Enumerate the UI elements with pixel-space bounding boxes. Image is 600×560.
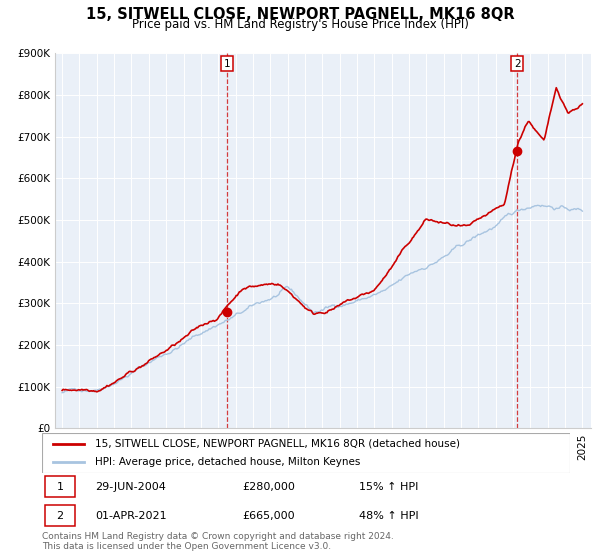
Text: 2: 2 [56,511,64,521]
Text: 15% ↑ HPI: 15% ↑ HPI [359,482,418,492]
Text: 1: 1 [56,482,64,492]
Text: £665,000: £665,000 [242,511,295,521]
Text: HPI: Average price, detached house, Milton Keynes: HPI: Average price, detached house, Milt… [95,458,360,467]
Text: £280,000: £280,000 [242,482,296,492]
Text: Contains HM Land Registry data © Crown copyright and database right 2024.
This d: Contains HM Land Registry data © Crown c… [42,532,394,552]
Bar [44,505,75,526]
Text: 01-APR-2021: 01-APR-2021 [95,511,166,521]
Text: 15, SITWELL CLOSE, NEWPORT PAGNELL, MK16 8QR (detached house): 15, SITWELL CLOSE, NEWPORT PAGNELL, MK16… [95,439,460,449]
FancyBboxPatch shape [42,433,570,473]
Bar [44,476,75,497]
Text: 15, SITWELL CLOSE, NEWPORT PAGNELL, MK16 8QR: 15, SITWELL CLOSE, NEWPORT PAGNELL, MK16… [86,7,514,22]
Text: 1: 1 [223,59,230,69]
Text: Price paid vs. HM Land Registry's House Price Index (HPI): Price paid vs. HM Land Registry's House … [131,18,469,31]
Text: 29-JUN-2004: 29-JUN-2004 [95,482,166,492]
Text: 2: 2 [514,59,521,69]
Text: 48% ↑ HPI: 48% ↑ HPI [359,511,418,521]
